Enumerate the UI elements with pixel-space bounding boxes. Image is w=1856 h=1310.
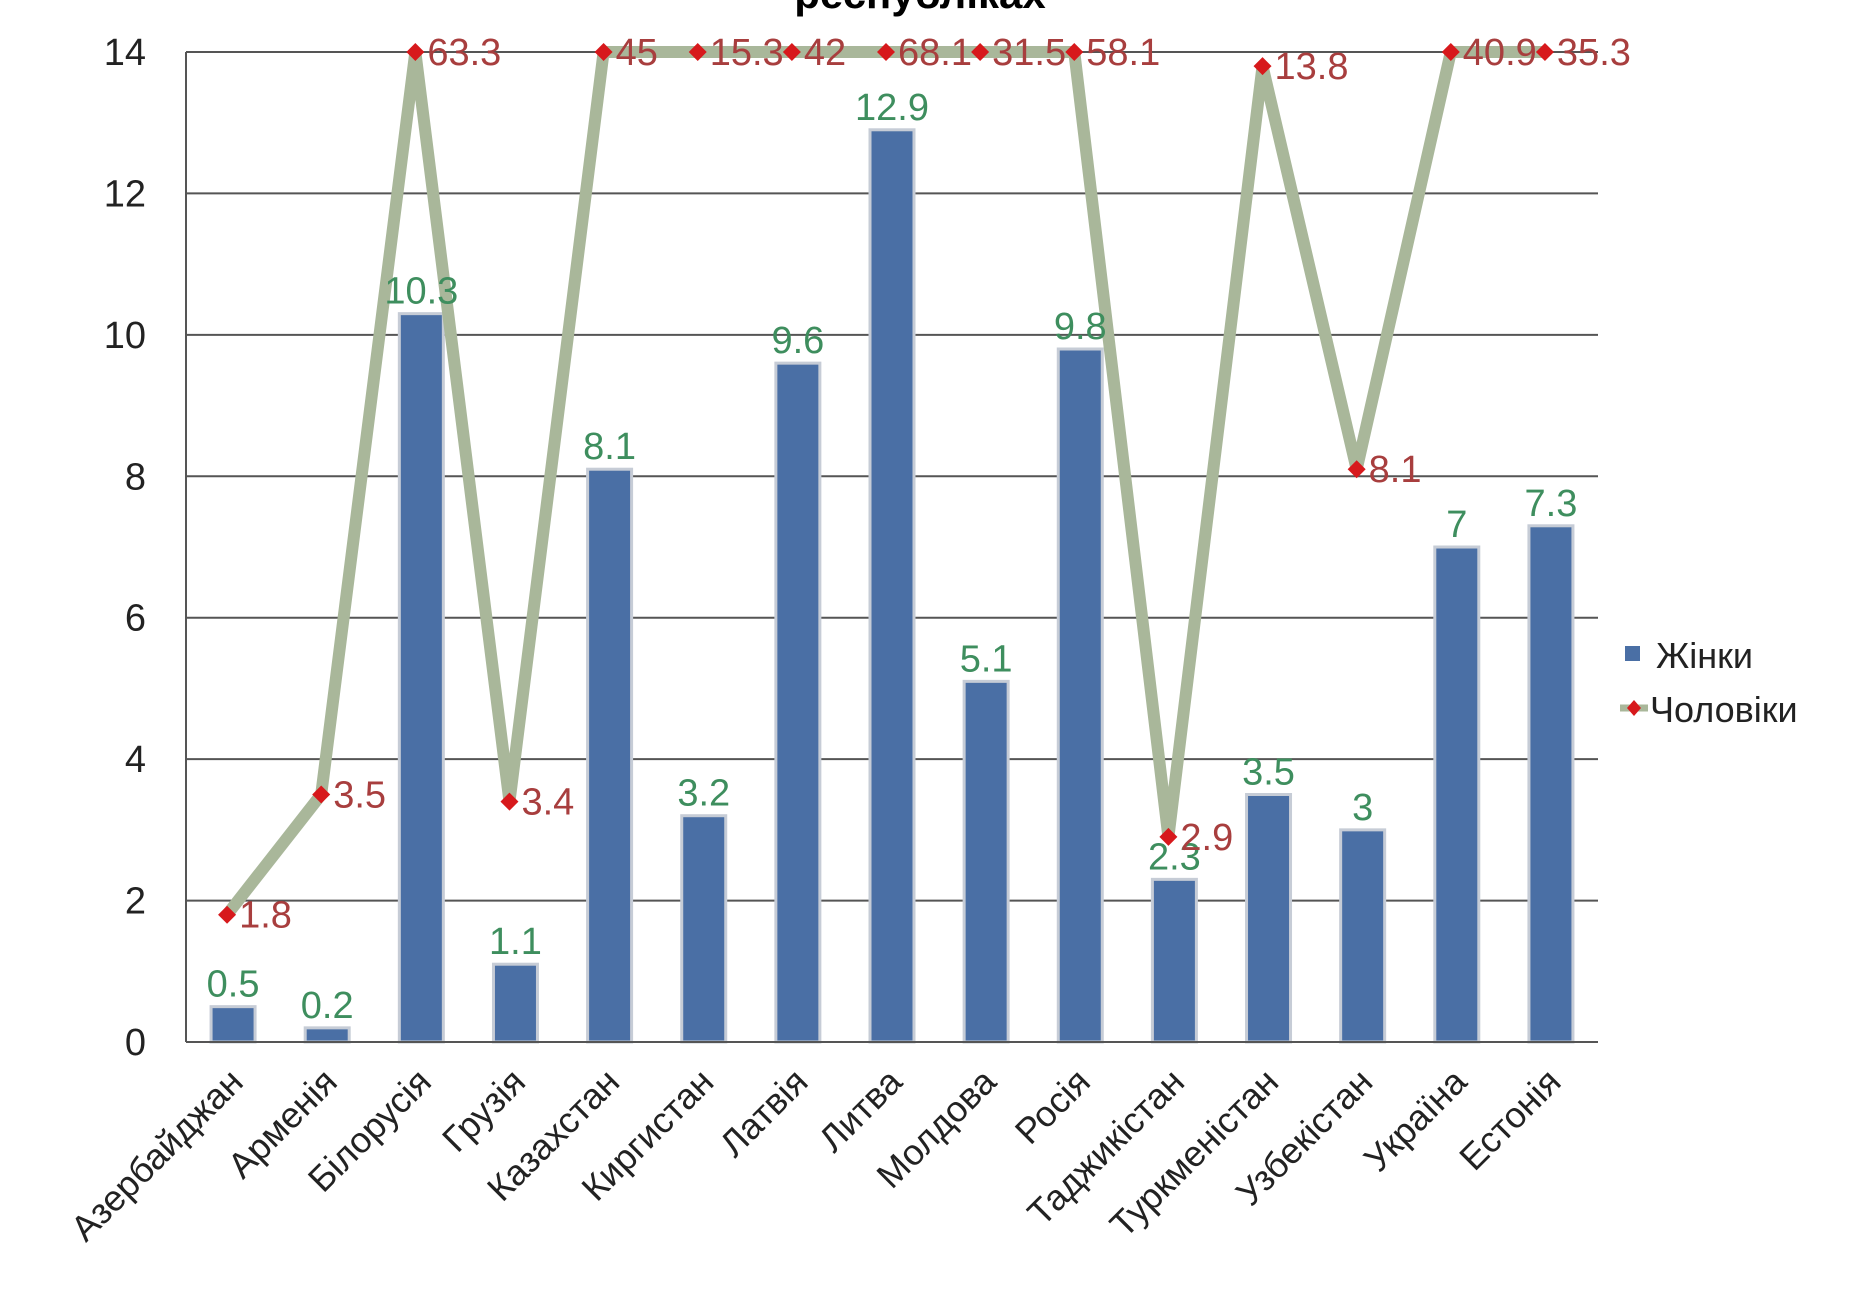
bar-value-label: 2.3	[1148, 836, 1201, 878]
y-axis-ticks: 0 2 4 6 8 10 12 14	[104, 32, 146, 1064]
line-value-label: 8.1	[1369, 449, 1422, 491]
line-value-label: 3.5	[333, 775, 386, 817]
line-value-label: 68.1	[898, 32, 972, 74]
line-marker	[406, 43, 425, 61]
line-value-label: 31.5	[992, 32, 1066, 74]
line-marker	[971, 43, 990, 61]
line-value-label: 15.3	[710, 32, 784, 74]
line-marker	[782, 43, 801, 61]
bar	[680, 814, 728, 1044]
y-tick-label: 2	[125, 881, 146, 923]
bar-value-label: 7.3	[1525, 483, 1578, 525]
bar-value-label: 5.1	[960, 638, 1013, 680]
line-marker	[1253, 57, 1272, 76]
line-marker	[1347, 460, 1366, 479]
bar	[303, 1026, 351, 1044]
y-tick-label: 4	[125, 739, 146, 781]
line-marker	[594, 43, 613, 61]
bar	[774, 361, 822, 1044]
line-value-label: 13.8	[1275, 46, 1349, 88]
bar	[491, 962, 539, 1044]
line-value-label: 35.3	[1557, 32, 1631, 74]
bar	[1339, 828, 1387, 1044]
line-marker	[1159, 827, 1178, 846]
bar-value-label: 8.1	[583, 426, 636, 468]
bar	[1245, 793, 1293, 1044]
y-tick-label: 10	[104, 315, 146, 357]
bar-value-label: 12.9	[855, 87, 929, 129]
y-tick-label: 12	[104, 173, 146, 215]
legend-label-cholovicy: Чоловіки	[1650, 689, 1798, 730]
line-value-label: 58.1	[1086, 32, 1160, 74]
line-marker	[312, 785, 331, 804]
line-value-label: 3.4	[521, 782, 574, 824]
line-value-label: 63.3	[427, 32, 501, 74]
bar	[868, 128, 916, 1044]
x-axis	[185, 52, 1598, 1043]
x-axis-ticks: АзербайджанАрменіяБілорусіяГрузіяКазахст…	[63, 1060, 1569, 1249]
bar	[1433, 545, 1481, 1044]
bar-value-label: 10.3	[384, 271, 458, 313]
legend: Жінки Чоловіки	[1620, 635, 1798, 730]
bar	[1150, 877, 1198, 1044]
bar-value-label: 3.5	[1242, 752, 1295, 794]
bar-value-label: 3	[1352, 787, 1373, 829]
bar	[962, 679, 1010, 1044]
x-tick-label: Естонія	[1451, 1061, 1568, 1178]
chart-title: республіках	[794, 0, 1046, 17]
bar	[397, 312, 445, 1044]
line-marker	[1535, 43, 1554, 61]
bar-value-label: 0.5	[207, 964, 260, 1006]
y-tick-label: 6	[125, 598, 146, 640]
y-tick-label: 0	[125, 1022, 146, 1064]
bar	[209, 1005, 257, 1044]
line-series	[218, 43, 1554, 924]
x-tick-label: Україна	[1356, 1060, 1475, 1179]
legend-swatch-zhinky	[1625, 646, 1640, 661]
bar	[1056, 347, 1104, 1044]
bar-value-label: 0.2	[301, 985, 354, 1027]
line-marker	[1065, 43, 1084, 61]
bars	[209, 128, 1575, 1044]
y-tick-label: 8	[125, 456, 146, 498]
bar	[1527, 524, 1575, 1044]
legend-label-zhinky: Жінки	[1656, 635, 1753, 676]
line-value-label: 45	[616, 32, 658, 74]
bar-value-label: 7	[1446, 504, 1467, 546]
line-value-label: 2.9	[1180, 817, 1233, 859]
y-tick-label: 14	[104, 32, 146, 74]
data-labels: 0.5 0.2 10.3 1.1 8.1 3.2 9.6 12.9 5.1 9.8 2.3 3.5 3 7…	[207, 32, 1631, 1027]
line-marker	[500, 792, 519, 811]
bar-value-label: 3.2	[677, 773, 730, 815]
legend-marker-cholovicy	[1627, 700, 1641, 716]
line-marker	[688, 43, 707, 61]
bar-value-label: 1.1	[489, 921, 542, 963]
bar-value-label: 9.8	[1054, 306, 1107, 348]
bar	[586, 467, 634, 1044]
line-marker	[218, 905, 237, 924]
x-tick-label: Латвія	[712, 1061, 816, 1165]
line-value-label: 42	[804, 32, 846, 74]
line-value-label: 40.9	[1463, 32, 1537, 74]
line-marker	[877, 43, 895, 61]
line-marker	[1441, 43, 1460, 61]
bar-value-label: 9.6	[771, 320, 824, 362]
line-value-label: 1.8	[239, 895, 292, 937]
